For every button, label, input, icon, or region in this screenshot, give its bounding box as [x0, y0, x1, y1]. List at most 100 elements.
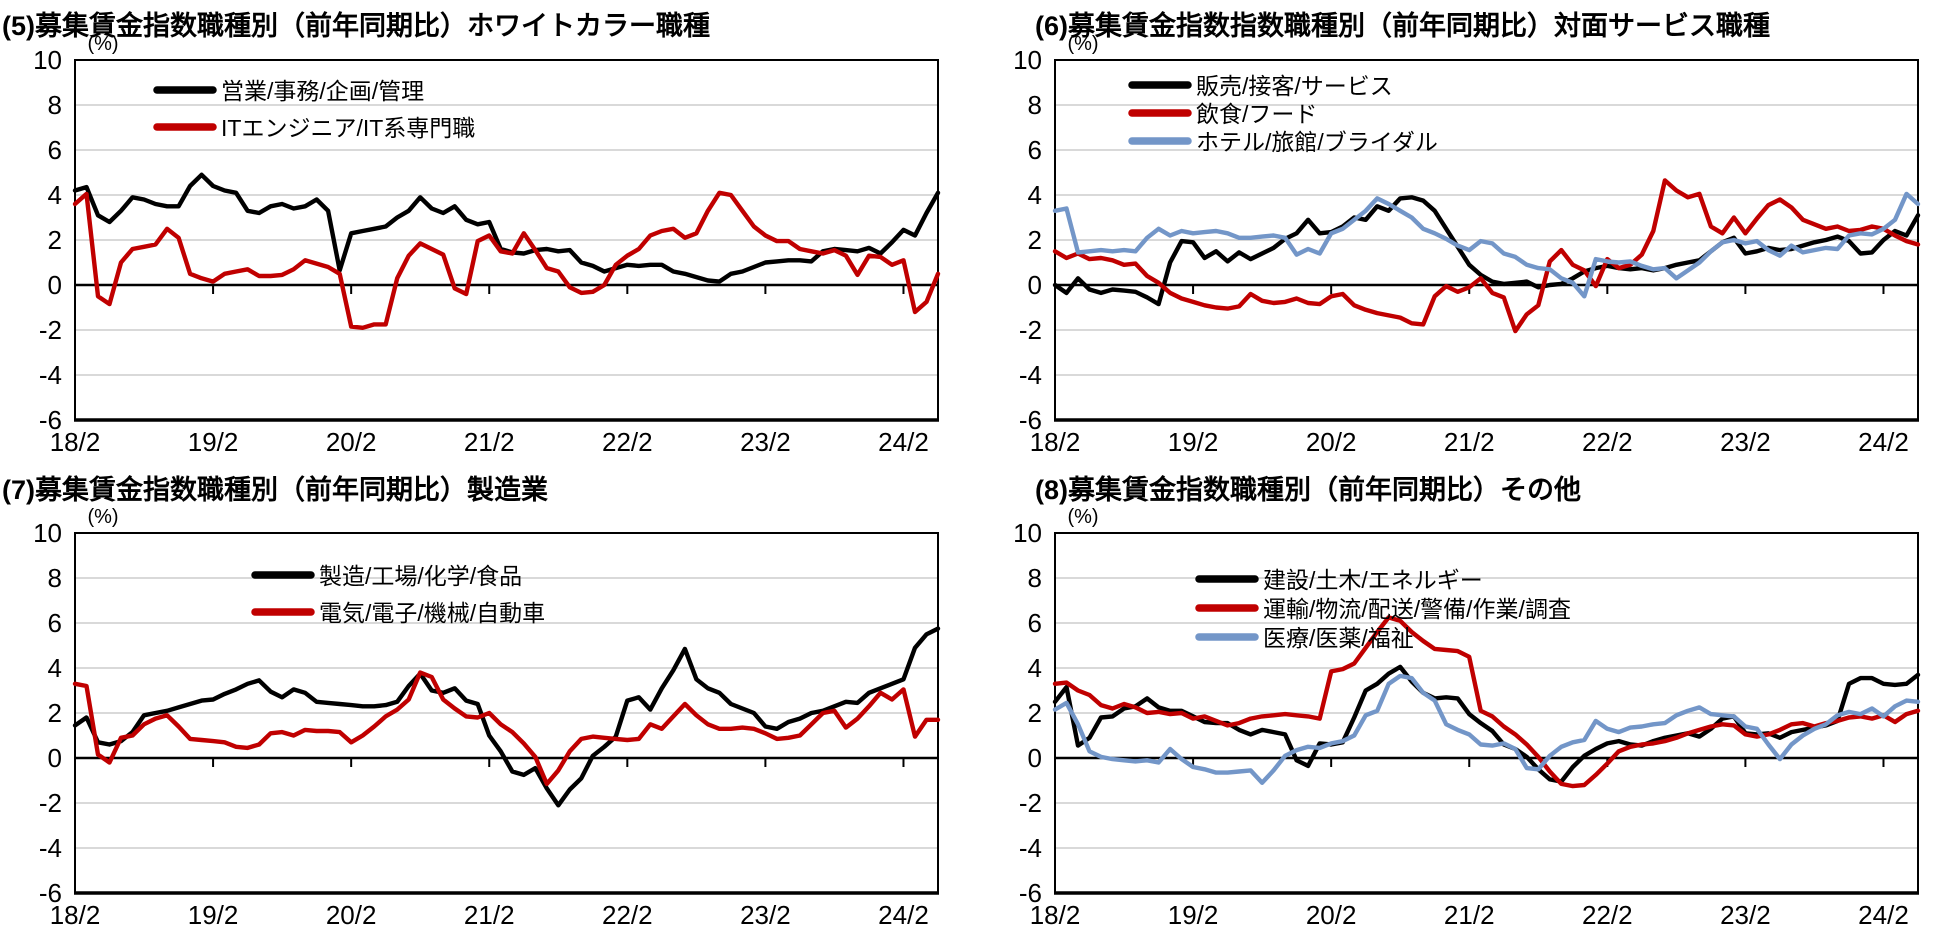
svg-text:18/2: 18/2 — [50, 427, 101, 457]
svg-text:10: 10 — [33, 518, 62, 548]
svg-text:22/2: 22/2 — [602, 900, 653, 928]
svg-text:4: 4 — [1028, 180, 1042, 210]
x-axis-labels: 18/2 19/2 20/2 21/2 22/2 23/2 24/2 — [50, 900, 929, 928]
svg-text:22/2: 22/2 — [1582, 900, 1633, 928]
svg-text:19/2: 19/2 — [1168, 427, 1219, 457]
legend-label: 医療/医薬/福祉 — [1263, 625, 1414, 651]
svg-text:2: 2 — [1028, 225, 1042, 255]
gridlines — [75, 577, 938, 849]
svg-text:21/2: 21/2 — [1444, 900, 1495, 928]
y-axis-labels: -6 -4 -2 0 2 4 6 8 10 — [33, 518, 62, 908]
gridlines — [1055, 104, 1918, 376]
chart7-quadrant: (7)募集賃金指数職種別（前年同期比）製造業 -6 -4 -2 0 2 4 6 8 10 (%) 1… — [0, 464, 969, 928]
svg-text:4: 4 — [1028, 653, 1042, 683]
percent-label: (%) — [87, 506, 118, 528]
chart5-title: (5)募集賃金指数職種別（前年同期比）ホワイトカラー職種 — [2, 11, 710, 41]
y-axis-labels: -6 -4 -2 0 2 4 6 8 10 — [1013, 45, 1042, 435]
svg-text:4: 4 — [48, 180, 62, 210]
x-axis-ticks — [74, 285, 905, 294]
legend-label: 製造/工場/化学/食品 — [319, 563, 522, 589]
chart8-quadrant: (8)募集賃金指数職種別（前年同期比）その他 -6 -4 -2 0 2 4 6 8 10 (%) 1… — [969, 464, 1938, 928]
svg-text:19/2: 19/2 — [188, 900, 239, 928]
svg-text:0: 0 — [1028, 270, 1042, 300]
svg-text:22/2: 22/2 — [1582, 427, 1633, 457]
y-axis-labels: -6 -4 -2 0 2 4 6 8 10 — [33, 45, 62, 435]
series-line-chart5-0 — [72, 172, 941, 284]
svg-text:-4: -4 — [1019, 360, 1042, 390]
svg-text:10: 10 — [1013, 45, 1042, 75]
percent-label: (%) — [1067, 33, 1098, 55]
svg-text:21/2: 21/2 — [464, 427, 515, 457]
x-axis-labels: 18/2 19/2 20/2 21/2 22/2 23/2 24/2 — [50, 427, 929, 457]
svg-text:0: 0 — [48, 743, 62, 773]
svg-text:21/2: 21/2 — [1444, 427, 1495, 457]
svg-text:-2: -2 — [39, 315, 62, 345]
legend-label: 運輸/物流/配送/警備/作業/調査 — [1263, 596, 1571, 622]
chart6-title: (6)募集賃金指数指数職種別（前年同期比）対面サービス職種 — [1035, 11, 1770, 41]
legend-label: 飲食/フード — [1196, 101, 1317, 127]
series-line-chart6-2 — [1052, 191, 1921, 299]
svg-text:4: 4 — [48, 653, 62, 683]
svg-text:23/2: 23/2 — [1720, 427, 1771, 457]
svg-text:23/2: 23/2 — [740, 427, 791, 457]
svg-text:19/2: 19/2 — [188, 427, 239, 457]
chart6-quadrant: (6)募集賃金指数指数職種別（前年同期比）対面サービス職種 -6 -4 -2 0 2 4 6… — [969, 0, 1938, 464]
series-line-chart5-1 — [72, 190, 941, 330]
svg-text:2: 2 — [48, 698, 62, 728]
svg-text:2: 2 — [1028, 698, 1042, 728]
legend-label: 電気/電子/機械/自動車 — [319, 600, 545, 626]
x-axis-labels: 18/2 19/2 20/2 21/2 22/2 23/2 24/2 — [1030, 900, 1909, 928]
svg-text:10: 10 — [1013, 518, 1042, 548]
y-axis-labels: -6 -4 -2 0 2 4 6 8 10 — [1013, 518, 1042, 908]
gridlines — [75, 104, 938, 376]
svg-text:18/2: 18/2 — [1030, 427, 1081, 457]
chart8-plot: -6 -4 -2 0 2 4 6 8 10 (%) 18/2 19/2 20/2 21/2 22/2 23/2… — [1013, 506, 1921, 928]
svg-text:22/2: 22/2 — [602, 427, 653, 457]
svg-text:10: 10 — [33, 45, 62, 75]
svg-text:-6: -6 — [39, 878, 62, 908]
svg-text:18/2: 18/2 — [50, 900, 101, 928]
series-line-chart8-1 — [1052, 615, 1921, 789]
legend-label: ホテル/旅館/ブライダル — [1196, 129, 1438, 155]
series-line-chart8-2 — [1052, 673, 1921, 785]
series-line-chart6-0 — [1052, 195, 1921, 307]
svg-text:6: 6 — [1028, 135, 1042, 165]
svg-text:-2: -2 — [1019, 315, 1042, 345]
svg-text:23/2: 23/2 — [740, 900, 791, 928]
svg-text:0: 0 — [1028, 743, 1042, 773]
svg-text:-6: -6 — [1019, 878, 1042, 908]
svg-text:-4: -4 — [39, 360, 62, 390]
percent-label: (%) — [1067, 506, 1098, 528]
svg-text:6: 6 — [48, 608, 62, 638]
svg-text:6: 6 — [48, 135, 62, 165]
svg-text:0: 0 — [48, 270, 62, 300]
svg-text:-4: -4 — [1019, 833, 1042, 863]
svg-text:8: 8 — [1028, 90, 1042, 120]
svg-text:24/2: 24/2 — [1858, 900, 1909, 928]
svg-text:20/2: 20/2 — [326, 900, 377, 928]
chart5-plot: -6 -4 -2 0 2 4 6 8 10 (%) 18/2 19/2 20/2 21/2 22/2 23/2… — [33, 33, 941, 457]
svg-text:21/2: 21/2 — [464, 900, 515, 928]
series-line-chart7-1 — [72, 670, 941, 787]
svg-text:2: 2 — [48, 225, 62, 255]
svg-text:8: 8 — [48, 90, 62, 120]
chart7-plot: -6 -4 -2 0 2 4 6 8 10 (%) 18/2 19/2 20/2 21/2 22/2 23/2… — [33, 506, 941, 928]
series-line-chart7-0 — [72, 626, 941, 808]
legend: 営業/事務/企画/管理 ITエンジニア/IT系専門職 — [153, 78, 475, 141]
svg-text:18/2: 18/2 — [1030, 900, 1081, 928]
svg-text:-4: -4 — [39, 833, 62, 863]
svg-text:19/2: 19/2 — [1168, 900, 1219, 928]
svg-text:8: 8 — [1028, 563, 1042, 593]
svg-text:8: 8 — [48, 563, 62, 593]
svg-text:24/2: 24/2 — [1858, 427, 1909, 457]
svg-text:24/2: 24/2 — [878, 900, 929, 928]
series-line-chart6-1 — [1052, 178, 1921, 334]
legend-label: ITエンジニア/IT系専門職 — [221, 115, 475, 141]
legend-label: 営業/事務/企画/管理 — [221, 78, 424, 104]
svg-text:20/2: 20/2 — [326, 427, 377, 457]
svg-text:-6: -6 — [1019, 405, 1042, 435]
svg-text:24/2: 24/2 — [878, 427, 929, 457]
